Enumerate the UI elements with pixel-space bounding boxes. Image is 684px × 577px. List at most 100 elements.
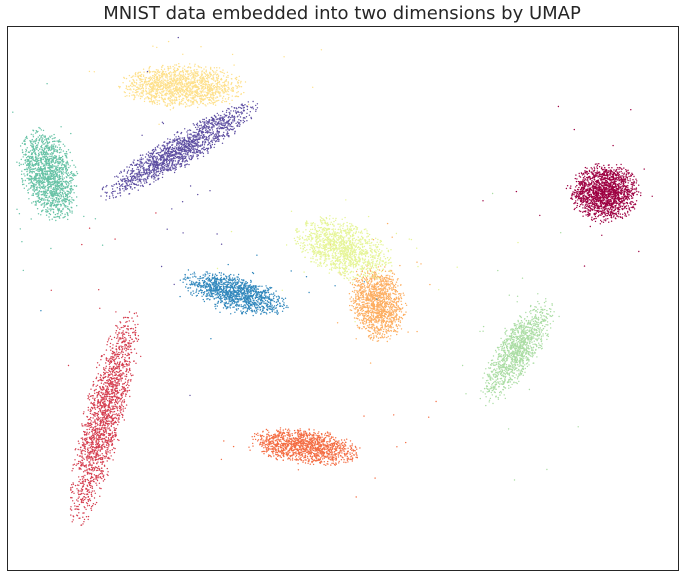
scatter-point — [102, 396, 104, 399]
scatter-point — [327, 432, 329, 434]
scatter-point — [73, 463, 76, 465]
scatter-point — [591, 219, 593, 221]
scatter-point — [338, 453, 340, 455]
scatter-point — [289, 459, 292, 461]
scatter-point — [584, 181, 586, 183]
scatter-point — [628, 189, 630, 191]
scatter-point — [282, 443, 284, 445]
scatter-point — [595, 191, 597, 193]
scatter-point — [301, 445, 303, 447]
scatter-point — [123, 373, 125, 375]
scatter-point — [582, 215, 584, 217]
scatter-point — [613, 180, 616, 182]
scatter-point — [83, 506, 85, 508]
scatter-point — [130, 374, 133, 377]
scatter-point — [83, 449, 85, 452]
scatter-point — [119, 378, 121, 380]
scatter-point — [585, 171, 587, 173]
scatter-point — [121, 342, 123, 344]
scatter-point — [113, 410, 116, 413]
scatter-point — [633, 204, 635, 206]
scatter-point — [318, 445, 320, 448]
scatter-point — [127, 354, 129, 356]
scatter-point — [628, 193, 630, 196]
scatter-point — [77, 460, 80, 463]
scatter-point — [124, 344, 126, 346]
scatter-point — [329, 439, 331, 441]
scatter-point — [121, 404, 123, 407]
scatter-point — [625, 215, 628, 217]
scatter-point — [94, 492, 97, 494]
scatter-point — [279, 454, 281, 457]
scatter-point — [601, 179, 603, 181]
scatter-point — [284, 428, 287, 430]
scatter-point — [324, 446, 326, 448]
scatter-point — [90, 426, 93, 428]
scatter-point — [310, 446, 312, 449]
scatter-point — [122, 400, 124, 402]
scatter-point — [255, 433, 258, 436]
scatter-point — [113, 427, 115, 429]
scatter-point — [322, 458, 324, 460]
scatter-point — [282, 436, 285, 438]
scatter-point — [604, 194, 607, 197]
scatter-point — [297, 436, 300, 438]
scatter-point — [105, 436, 107, 438]
scatter-point — [90, 476, 93, 479]
scatter-point — [290, 442, 292, 445]
scatter-point — [589, 176, 591, 178]
scatter-point — [295, 452, 297, 455]
scatter-point — [256, 440, 259, 442]
scatter-point — [103, 478, 106, 481]
scatter-point — [350, 458, 352, 461]
scatter-point — [308, 439, 310, 441]
scatter-point — [288, 449, 290, 452]
scatter-point — [590, 199, 593, 201]
scatter-point — [611, 202, 613, 204]
scatter-point — [628, 198, 631, 200]
scatter-point — [334, 455, 336, 457]
scatter-point — [287, 444, 289, 446]
scatter-point — [587, 209, 589, 211]
scatter-point — [338, 462, 340, 464]
scatter-point — [98, 418, 100, 420]
scatter-point — [104, 402, 106, 404]
scatter-point — [283, 452, 285, 455]
scatter-point — [105, 455, 108, 457]
scatter-point — [313, 431, 315, 434]
scatter-point — [110, 417, 113, 419]
scatter-point — [105, 404, 107, 406]
scatter-point — [78, 455, 81, 457]
scatter-point — [107, 380, 109, 383]
scatter-point — [94, 397, 96, 400]
scatter-point — [84, 474, 86, 477]
scatter-point — [121, 351, 123, 353]
scatter-point — [77, 505, 79, 508]
scatter-point — [277, 438, 279, 440]
scatter-point — [300, 441, 302, 443]
scatter-point — [115, 382, 117, 384]
scatter-point — [303, 431, 305, 433]
scatter-point — [120, 338, 122, 340]
scatter-point — [113, 357, 115, 359]
scatter-point — [124, 359, 126, 361]
scatter-point — [77, 492, 79, 494]
scatter-point — [85, 508, 87, 511]
scatter-point — [114, 390, 117, 393]
scatter-point — [93, 390, 96, 392]
scatter-point — [343, 452, 346, 455]
scatter-point — [82, 501, 84, 503]
scatter-point — [101, 412, 103, 414]
scatter-point — [111, 449, 114, 451]
scatter-point — [299, 454, 301, 456]
scatter-point — [89, 486, 92, 489]
scatter-point — [611, 191, 613, 193]
scatter-point — [608, 191, 610, 193]
scatter-point — [326, 455, 328, 457]
scatter-point — [97, 446, 99, 449]
scatter-point — [281, 447, 283, 449]
scatter-point — [101, 428, 103, 430]
scatter-point — [623, 175, 625, 178]
scatter-point — [287, 432, 290, 435]
scatter-point — [110, 408, 112, 410]
